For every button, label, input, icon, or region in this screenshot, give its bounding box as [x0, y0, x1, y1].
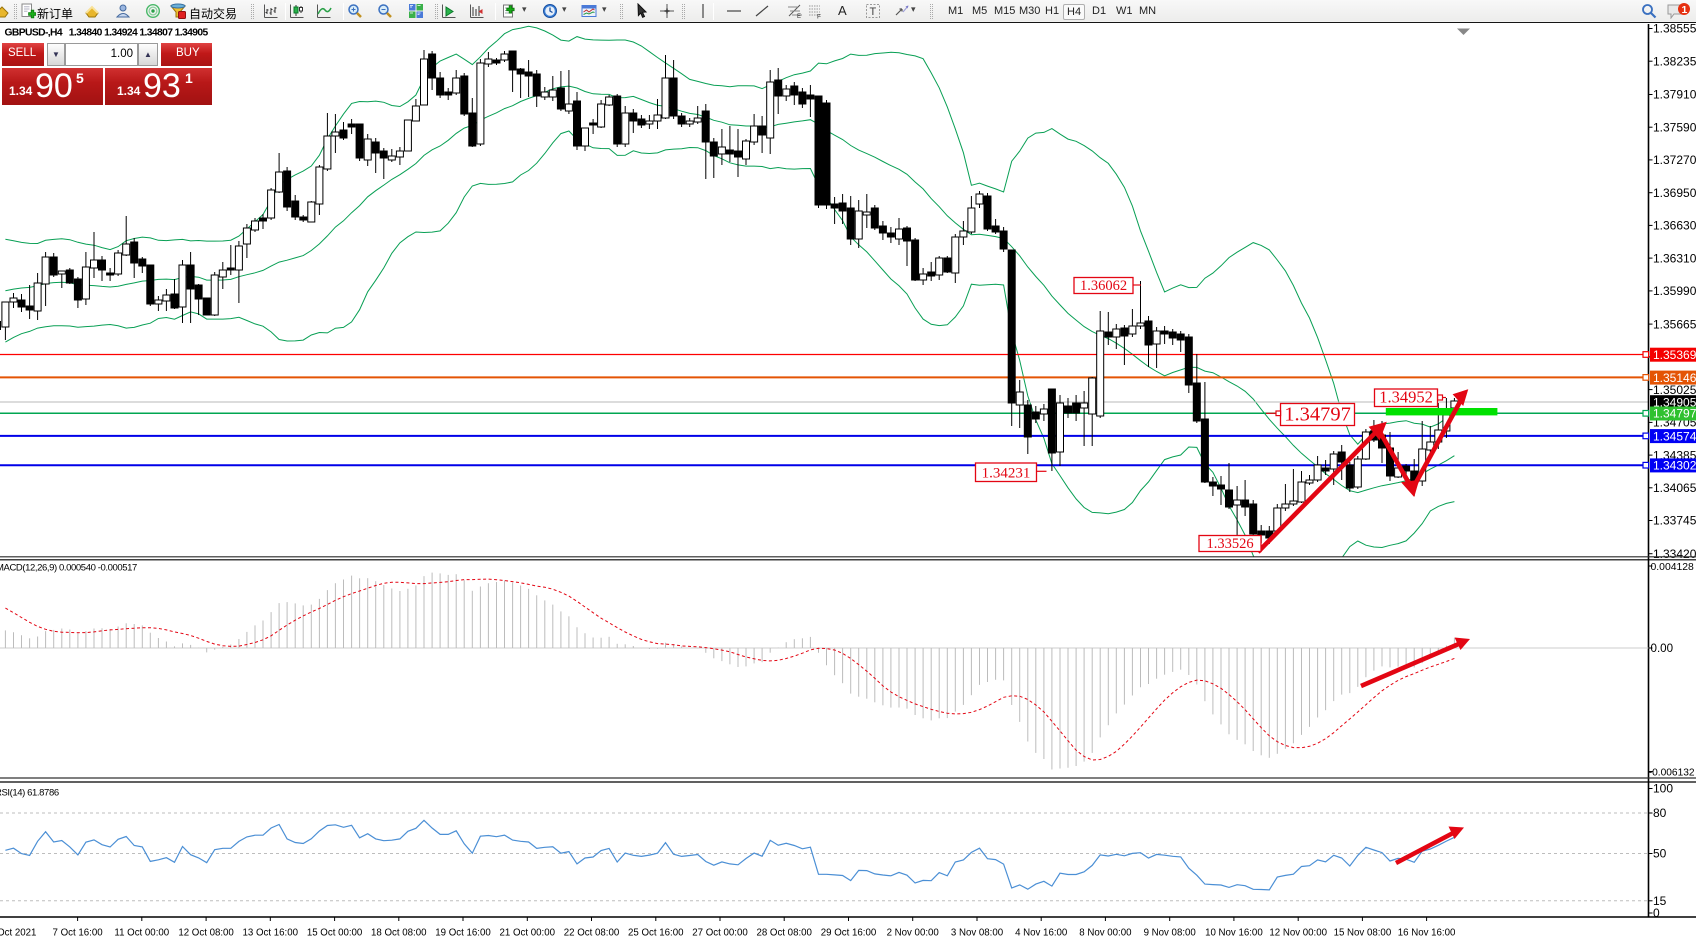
svg-text:1.34797: 1.34797	[1653, 407, 1696, 421]
svg-text:GBPUSD-,H4 1.34840 1.34924 1: GBPUSD-,H4 1.34840 1.34924 1.34807 1.349…	[5, 28, 209, 39]
svg-text:1.35990: 1.35990	[1653, 284, 1696, 298]
svg-text:1.36062: 1.36062	[1080, 278, 1127, 294]
svg-text:-0.006132: -0.006132	[1649, 768, 1695, 779]
svg-text:13 Oct 16:00: 13 Oct 16:00	[243, 928, 299, 939]
svg-text:25 Oct 16:00: 25 Oct 16:00	[628, 928, 684, 939]
svg-text:15: 15	[1653, 894, 1667, 908]
svg-text:18 Oct 08:00: 18 Oct 08:00	[371, 928, 427, 939]
svg-text:50: 50	[1653, 847, 1667, 861]
svg-text:1.34065: 1.34065	[1653, 481, 1696, 495]
svg-text:12 Oct 08:00: 12 Oct 08:00	[178, 928, 234, 939]
svg-text:3 Nov 08:00: 3 Nov 08:00	[951, 928, 1004, 939]
svg-text:1.35369: 1.35369	[1653, 348, 1696, 362]
svg-text:1.37910: 1.37910	[1653, 88, 1696, 102]
svg-text:7 Oct 16:00: 7 Oct 16:00	[53, 928, 104, 939]
svg-text:16 Nov 16:00: 16 Nov 16:00	[1398, 928, 1456, 939]
svg-text:21 Oct 00:00: 21 Oct 00:00	[500, 928, 556, 939]
svg-text:1.35665: 1.35665	[1653, 317, 1696, 331]
svg-text:1.38555: 1.38555	[1653, 22, 1696, 36]
svg-text:1.33526: 1.33526	[1206, 536, 1253, 552]
svg-text:4 Nov 16:00: 4 Nov 16:00	[1015, 928, 1068, 939]
svg-text:6 Oct 2021: 6 Oct 2021	[0, 928, 36, 939]
svg-text:1.34952: 1.34952	[1379, 388, 1433, 407]
svg-text:15 Oct 00:00: 15 Oct 00:00	[307, 928, 363, 939]
svg-text:29 Oct 16:00: 29 Oct 16:00	[821, 928, 877, 939]
svg-text:27 Oct 00:00: 27 Oct 00:00	[692, 928, 748, 939]
svg-text:1.34905: 1.34905	[1653, 395, 1696, 409]
svg-text:1.36950: 1.36950	[1653, 186, 1696, 200]
svg-text:1.35025: 1.35025	[1653, 383, 1696, 397]
svg-text:1.34574: 1.34574	[1653, 429, 1696, 443]
svg-text:8 Nov 00:00: 8 Nov 00:00	[1079, 928, 1132, 939]
svg-text:1.34797: 1.34797	[1284, 404, 1351, 426]
svg-text:9 Nov 08:00: 9 Nov 08:00	[1144, 928, 1197, 939]
svg-text:0: 0	[1653, 906, 1660, 920]
svg-text:1.34302: 1.34302	[1653, 459, 1696, 473]
svg-text:2 Nov 00:00: 2 Nov 00:00	[887, 928, 940, 939]
svg-text:1: 1	[1682, 4, 1688, 16]
svg-text:1.36630: 1.36630	[1653, 219, 1696, 233]
svg-text:1.37270: 1.37270	[1653, 153, 1696, 167]
svg-text:MACD(12,26,9) 0.000540 -0.0005: MACD(12,26,9) 0.000540 -0.000517	[0, 563, 137, 574]
svg-text:19 Oct 16:00: 19 Oct 16:00	[435, 928, 491, 939]
svg-text:12 Nov 00:00: 12 Nov 00:00	[1269, 928, 1327, 939]
svg-text:1.37590: 1.37590	[1653, 120, 1696, 134]
svg-text:RSI(14) 61.8786: RSI(14) 61.8786	[0, 788, 59, 799]
svg-text:0.00: 0.00	[1651, 642, 1674, 655]
svg-text:1.35146: 1.35146	[1653, 371, 1696, 385]
svg-text:0.004128: 0.004128	[1651, 562, 1695, 573]
svg-text:100: 100	[1653, 782, 1673, 796]
svg-text:10 Nov 16:00: 10 Nov 16:00	[1205, 928, 1263, 939]
svg-text:E: E	[797, 14, 801, 19]
svg-text:1.33420: 1.33420	[1653, 547, 1696, 561]
svg-text:1.38235: 1.38235	[1653, 54, 1696, 68]
svg-text:T: T	[870, 6, 877, 18]
svg-text:1.34231: 1.34231	[982, 465, 1031, 481]
svg-text:80: 80	[1653, 806, 1667, 820]
svg-text:F: F	[817, 14, 821, 20]
svg-text:1.33745: 1.33745	[1653, 514, 1696, 528]
svg-text:22 Oct 08:00: 22 Oct 08:00	[564, 928, 620, 939]
svg-text:28 Oct 08:00: 28 Oct 08:00	[756, 928, 812, 939]
svg-text:1.36310: 1.36310	[1653, 251, 1696, 265]
svg-text:15 Nov 08:00: 15 Nov 08:00	[1334, 928, 1392, 939]
svg-text:11 Oct 00:00: 11 Oct 00:00	[114, 928, 169, 939]
